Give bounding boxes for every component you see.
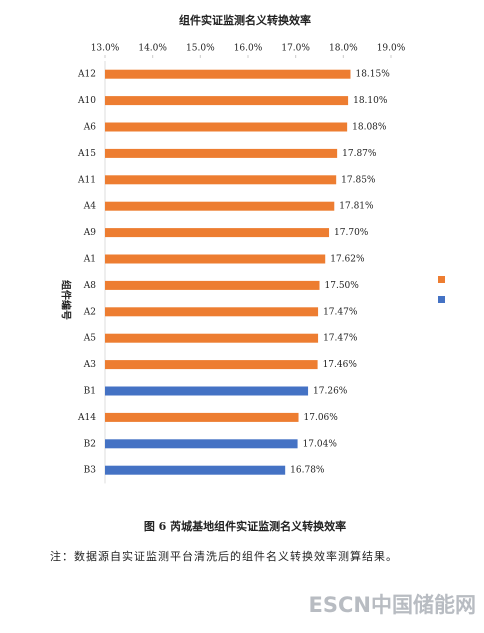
y-axis-label: 组件编号 [60, 280, 73, 320]
y-tick-label: A4 [83, 202, 96, 212]
bar [105, 439, 298, 449]
y-tick-label: A3 [83, 360, 96, 370]
x-tick-label: 18.0% [329, 44, 358, 54]
bar [105, 201, 335, 211]
bar [105, 69, 351, 79]
x-tick-label: 15.0% [186, 44, 215, 54]
y-tick-label: A2 [83, 307, 96, 317]
bar [105, 386, 309, 396]
x-tick-label: 13.0% [91, 44, 120, 54]
value-label: 17.04% [303, 439, 338, 449]
note: 注：数据源自实证监测平台清洗后的组件名义转换效率测算结果。 [50, 549, 398, 563]
y-tick-label: A9 [83, 228, 96, 238]
value-label: 17.06% [304, 413, 339, 423]
bar [105, 412, 299, 422]
bar [105, 360, 318, 370]
y-tick-label: B3 [84, 466, 97, 476]
y-tick-label: A10 [77, 96, 96, 106]
value-label: 17.50% [325, 281, 360, 291]
value-label: 17.70% [334, 228, 369, 238]
value-label: 18.15% [355, 70, 390, 80]
bar [105, 333, 319, 343]
y-tick-label: B2 [84, 439, 96, 449]
bar [105, 175, 337, 185]
x-tick-label: 14.0% [138, 44, 167, 54]
y-tick-label: A11 [77, 175, 96, 185]
value-label: 17.26% [313, 387, 348, 397]
value-label: 17.85% [341, 175, 376, 185]
x-tick-label: 16.0% [234, 44, 263, 54]
chart-title: 组件实证监测名义转换效率 [179, 13, 311, 27]
bar [105, 122, 348, 132]
x-tick-label: 19.0% [377, 44, 406, 54]
bar [105, 280, 320, 290]
legend-swatch [438, 276, 445, 283]
bar [105, 96, 349, 106]
y-tick-label: A12 [77, 70, 96, 80]
value-label: 17.47% [323, 307, 358, 317]
legend-swatch [438, 296, 445, 303]
value-label: 18.08% [352, 123, 387, 133]
bar [105, 307, 319, 317]
value-label: 17.87% [342, 149, 377, 159]
y-tick-label: A6 [83, 123, 96, 133]
x-tick-label: 17.0% [281, 44, 310, 54]
value-label: 18.10% [353, 96, 388, 106]
value-label: 16.78% [290, 466, 325, 476]
y-tick-label: A15 [77, 149, 96, 159]
bar [105, 228, 330, 238]
value-label: 17.62% [330, 255, 365, 265]
y-tick-label: A8 [83, 281, 96, 291]
bar [105, 465, 286, 475]
y-tick-label: A5 [83, 334, 96, 344]
caption: 图 6 芮城基地组件实证监测名义转换效率 [144, 519, 346, 533]
y-tick-label: A1 [83, 255, 96, 265]
bar [105, 254, 326, 264]
value-label: 17.46% [323, 360, 358, 370]
value-label: 17.81% [339, 202, 374, 212]
y-tick-label: A14 [77, 413, 96, 423]
watermark: ESCN中国储能网 [309, 593, 476, 617]
y-tick-label: B1 [84, 387, 96, 397]
value-label: 17.47% [323, 334, 358, 344]
bar [105, 148, 338, 158]
